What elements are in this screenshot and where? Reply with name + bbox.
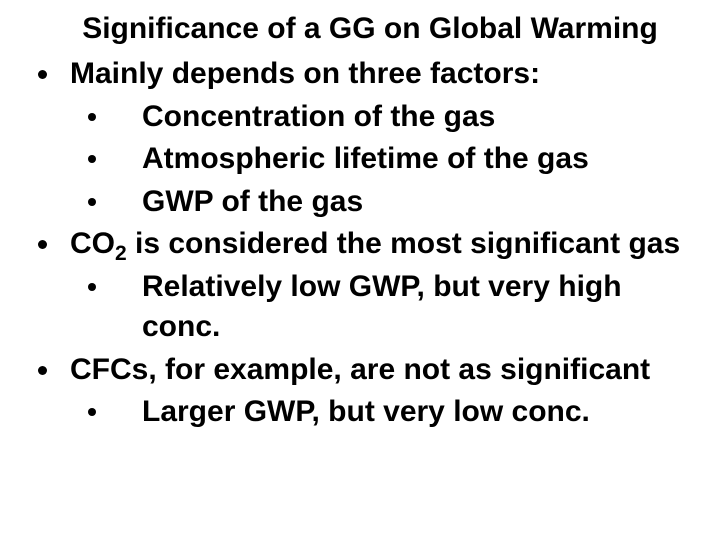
list-item-text: Atmospheric lifetime of the gas [142,142,589,175]
bullet-list-level2: Larger GWP, but very low conc. [70,392,690,433]
list-item-text: CO2 is considered the most significant g… [70,227,680,260]
list-item: Larger GWP, but very low conc. [70,392,690,433]
list-item-text: Relatively low GWP, but very high conc. [142,270,622,344]
list-item: GWP of the gas [70,182,690,223]
bullet-list-level2: Relatively low GWP, but very high conc. [70,267,690,348]
list-item: CFCs, for example, are not as significan… [30,350,690,433]
bullet-list-level2: Concentration of the gas Atmospheric lif… [70,97,690,223]
list-item-text: GWP of the gas [142,185,363,218]
bullet-list-level1: Mainly depends on three factors: Concent… [30,54,690,433]
list-item: Relatively low GWP, but very high conc. [70,267,690,348]
slide-title: Significance of a GG on Global Warming [30,12,690,46]
list-item-text: CFCs, for example, are not as significan… [70,353,650,386]
list-item-text: Larger GWP, but very low conc. [142,395,590,428]
list-item-text: Mainly depends on three factors: [70,57,540,90]
list-item-text: Concentration of the gas [142,100,495,133]
list-item: Concentration of the gas [70,97,690,138]
list-item: CO2 is considered the most significant g… [30,224,690,348]
list-item: Atmospheric lifetime of the gas [70,139,690,180]
list-item: Mainly depends on three factors: Concent… [30,54,690,222]
